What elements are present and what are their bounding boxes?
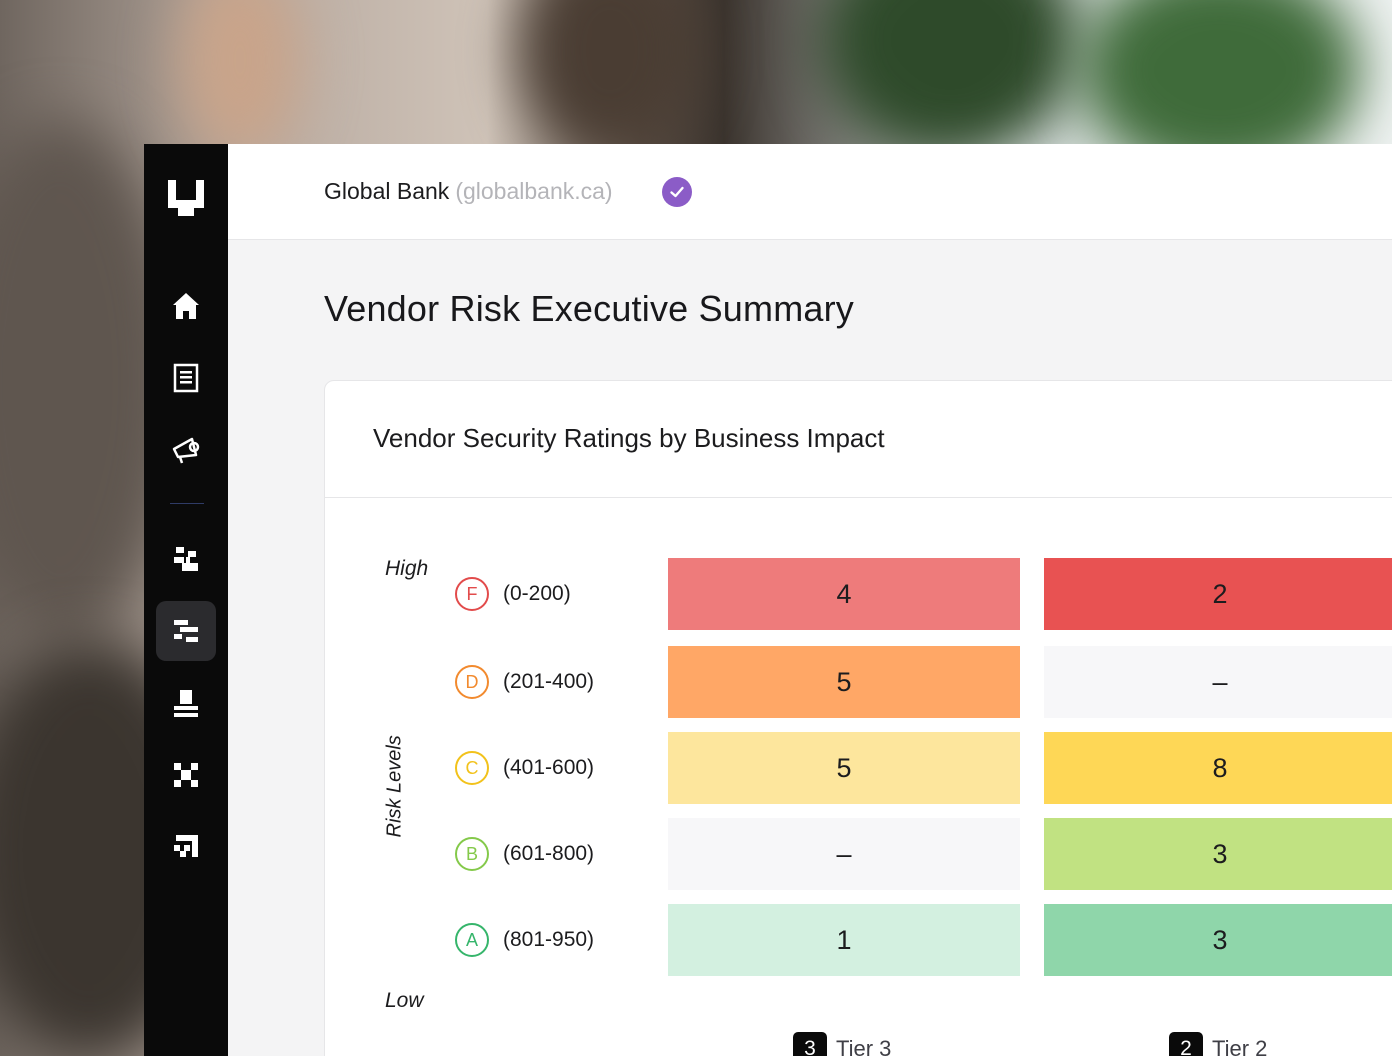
megaphone-icon[interactable]	[168, 431, 204, 467]
grade-row-b: B (601-800)	[455, 835, 594, 873]
heatmap-cell[interactable]: 5	[668, 732, 1020, 804]
sidebar-divider	[170, 503, 204, 504]
axis-low-label: Low	[385, 989, 424, 1012]
heatmap-cell[interactable]: 8	[1044, 732, 1392, 804]
grade-badge: A	[455, 923, 489, 957]
heatmap-cell[interactable]: 2	[1044, 558, 1392, 630]
heatmap-cell[interactable]: –	[1044, 646, 1392, 718]
tier-number-badge: 3	[793, 1032, 827, 1056]
grade-range: (401-600)	[503, 756, 595, 779]
card-title: Vendor Security Ratings by Business Impa…	[373, 423, 885, 453]
stamp-icon[interactable]	[168, 685, 204, 721]
heatmap-cell[interactable]: –	[668, 818, 1020, 890]
sidebar	[144, 144, 228, 1056]
tier-label-2: 2 Tier 2	[1169, 1031, 1267, 1056]
tier-name: Tier 3	[836, 1036, 892, 1056]
card-divider	[325, 497, 1392, 498]
grade-badge: B	[455, 837, 489, 871]
grade-range: (601-800)	[503, 842, 595, 865]
home-icon[interactable]	[168, 288, 204, 324]
heatmap-cell[interactable]: 3	[1044, 904, 1392, 976]
tier-name: Tier 2	[1212, 1036, 1268, 1056]
org-title[interactable]: Global Bank (globalbank.ca)	[324, 178, 613, 205]
logo-icon[interactable]	[168, 180, 204, 216]
ratings-card: Vendor Security Ratings by Business Impa…	[324, 380, 1392, 1056]
grade-range: (201-400)	[503, 670, 595, 693]
document-icon[interactable]	[168, 360, 204, 396]
pixel-grid-icon[interactable]	[168, 541, 204, 577]
axis-high-label: High	[385, 557, 429, 580]
top-bar: Global Bank (globalbank.ca)	[228, 144, 1392, 240]
grade-range: (0-200)	[503, 582, 571, 605]
grade-badge: F	[455, 577, 489, 611]
grade-row-d: D (201-400)	[455, 663, 594, 701]
tier-number-badge: 2	[1169, 1032, 1203, 1056]
heatmap-cell[interactable]: 3	[1044, 818, 1392, 890]
grade-row-c: C (401-600)	[455, 749, 594, 787]
org-name: Global Bank	[324, 178, 450, 204]
grade-badge: C	[455, 751, 489, 785]
grade-range: (801-950)	[503, 928, 595, 951]
main-content: Global Bank (globalbank.ca) Vendor Risk E…	[228, 144, 1392, 1056]
grade-row-f: F (0-200)	[455, 575, 571, 613]
grade-row-a: A (801-950)	[455, 921, 594, 959]
axis-title: Risk Levels	[383, 735, 406, 838]
arrow-up-right-icon[interactable]	[168, 829, 204, 865]
heatmap-cell[interactable]: 1	[668, 904, 1020, 976]
org-domain: (globalbank.ca)	[455, 178, 613, 204]
check-circle-icon	[662, 177, 692, 207]
grade-badge: D	[455, 665, 489, 699]
tier-label-3: 3 Tier 3	[793, 1031, 891, 1056]
page-title: Vendor Risk Executive Summary	[324, 288, 854, 329]
heatmap-cell[interactable]: 5	[668, 646, 1020, 718]
heatmap-cell[interactable]: 4	[668, 558, 1020, 630]
hierarchy-icon[interactable]	[168, 613, 204, 649]
cross-pattern-icon[interactable]	[168, 757, 204, 793]
